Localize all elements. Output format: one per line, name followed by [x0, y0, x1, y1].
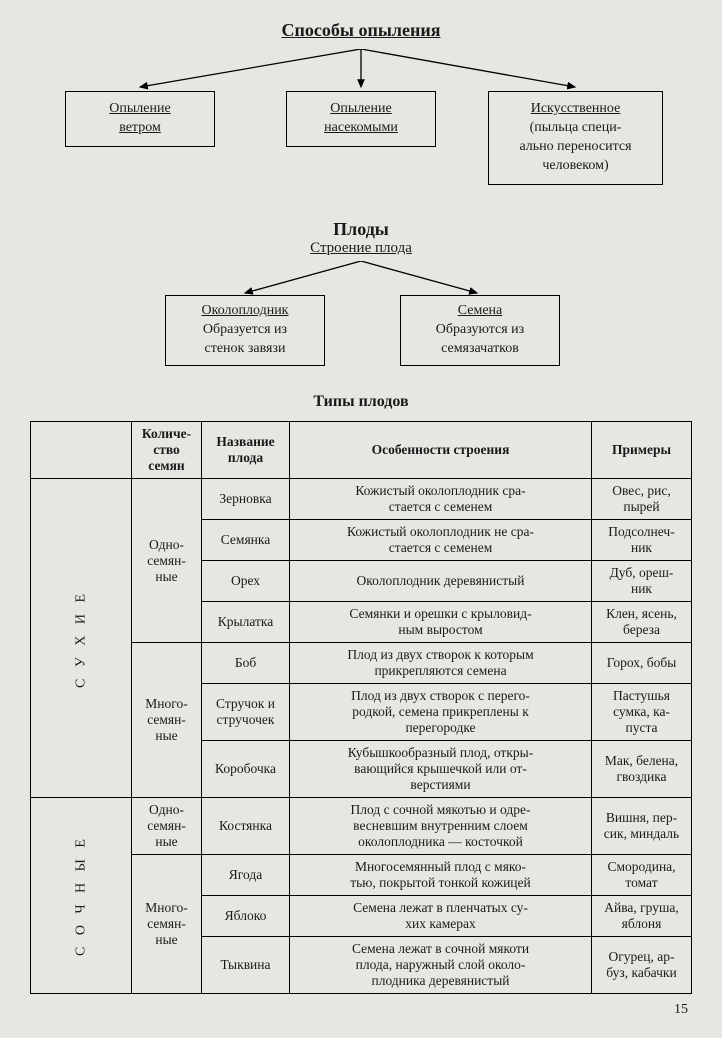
fruit-examples: Мак, белена, гвоздика	[592, 741, 692, 798]
group-label: С О Ч Н Ы Е	[31, 798, 132, 994]
pollination-title: Способы опыления	[30, 20, 692, 41]
fruit-types-title: Типы плодов	[30, 393, 692, 411]
fruit-desc: Семянки и орешки с крыловид- ным выросто…	[290, 602, 592, 643]
fruit-name: Яблоко	[202, 896, 290, 937]
seed-group-label: Одно- семян- ные	[132, 798, 202, 855]
fruit-name: Зерновка	[202, 479, 290, 520]
fruit-examples: Подсолнеч- ник	[592, 520, 692, 561]
fruit-types-table: Количе- ство семян Название плода Особен…	[30, 421, 692, 994]
col-header-features: Особенности строения	[290, 422, 592, 479]
seed-group-label: Много- семян- ные	[132, 643, 202, 798]
col-header-empty	[31, 422, 132, 479]
fruit-examples: Айва, груша, яблоня	[592, 896, 692, 937]
table-header-row: Количе- ство семян Название плода Особен…	[31, 422, 692, 479]
fruit-desc: Плод из двух створок к которым прикрепля…	[290, 643, 592, 684]
fruit-name: Ягода	[202, 855, 290, 896]
fruit-examples: Пастушья сумка, ка- пуста	[592, 684, 692, 741]
fruit-name: Орех	[202, 561, 290, 602]
pollination-box-wind: Опылениеветром	[65, 91, 215, 147]
fruit-desc: Кожистый околоплодник не сра- стается с …	[290, 520, 592, 561]
fruit-examples: Смородина, томат	[592, 855, 692, 896]
fruit-name: Крылатка	[202, 602, 290, 643]
table-row: С У Х И ЕОдно- семян- ныеЗерновкаКожисты…	[31, 479, 692, 520]
fruit-desc: Семена лежат в сочной мякоти плода, нару…	[290, 937, 592, 994]
page-number: 15	[30, 1002, 692, 1018]
fruit-examples: Огурец, ар- буз, кабачки	[592, 937, 692, 994]
fruit-structure-title: Строение плода	[30, 240, 692, 257]
fruit-name: Коробочка	[202, 741, 290, 798]
seed-group-label: Одно- семян- ные	[132, 479, 202, 643]
fruit-name: Тыквина	[202, 937, 290, 994]
fruit-desc: Многосемянный плод с мяко- тью, покрытой…	[290, 855, 592, 896]
fruit-desc: Плод из двух створок с перего- родкой, с…	[290, 684, 592, 741]
group-label: С У Х И Е	[31, 479, 132, 798]
fruit-name: Семянка	[202, 520, 290, 561]
fruit-structure-diagram: ОколоплодникОбразуется из стенок завязи …	[30, 261, 692, 381]
fruit-box-seeds: СеменаОбразуются из семязачатков	[400, 295, 560, 366]
fruit-examples: Дуб, ореш- ник	[592, 561, 692, 602]
seed-group-label: Много- семян- ные	[132, 855, 202, 994]
fruit-name: Боб	[202, 643, 290, 684]
pollination-box-artificial: Искусственное(пыльца специ- ально перено…	[488, 91, 663, 185]
fruit-desc: Семена лежат в пленчатых су- хих камерах	[290, 896, 592, 937]
fruit-desc: Околоплодник деревянистый	[290, 561, 592, 602]
fruit-name: Костянка	[202, 798, 290, 855]
fruit-box-pericarp: ОколоплодникОбразуется из стенок завязи	[165, 295, 325, 366]
col-header-name: Название плода	[202, 422, 290, 479]
col-header-seedcount: Количе- ство семян	[132, 422, 202, 479]
pollination-diagram: Опылениеветром Опылениенасекомыми Искусс…	[30, 49, 692, 199]
pollination-box-insects: Опылениенасекомыми	[286, 91, 436, 147]
fruit-examples: Клен, ясень, береза	[592, 602, 692, 643]
fruit-examples: Вишня, пер- сик, миндаль	[592, 798, 692, 855]
fruit-desc: Кожистый околоплодник сра- стается с сем…	[290, 479, 592, 520]
fruit-examples: Овес, рис, пырей	[592, 479, 692, 520]
fruit-name: Стручок и стручочек	[202, 684, 290, 741]
fruit-desc: Плод с сочной мякотью и одре- весневшим …	[290, 798, 592, 855]
diagram2-arrows	[30, 261, 692, 381]
col-header-examples: Примеры	[592, 422, 692, 479]
fruit-examples: Горох, бобы	[592, 643, 692, 684]
table-row: С О Ч Н Ы ЕОдно- семян- ныеКостянкаПлод …	[31, 798, 692, 855]
fruits-heading: Плоды	[30, 219, 692, 240]
fruit-desc: Кубышкообразный плод, откры- вающийся кр…	[290, 741, 592, 798]
